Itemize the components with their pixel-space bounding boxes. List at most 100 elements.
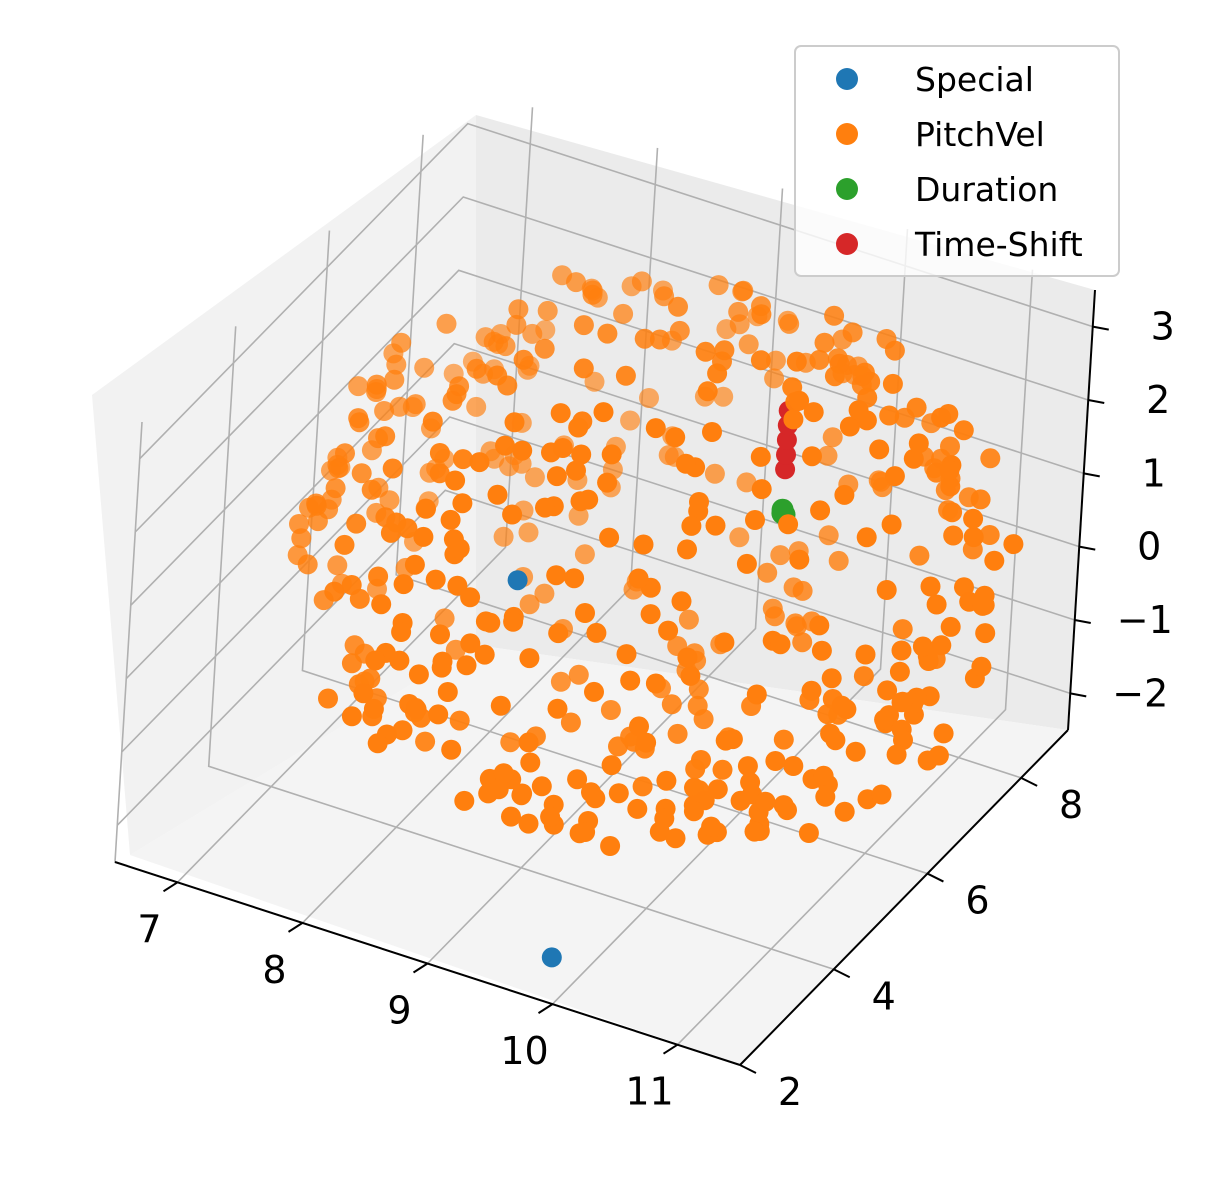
point-pitchvel-468 bbox=[874, 709, 895, 730]
point-pitchvel-459 bbox=[654, 286, 675, 307]
point-pitchvel-50 bbox=[454, 790, 475, 811]
point-pitchvel-20 bbox=[327, 555, 348, 576]
point-pitchvel-69 bbox=[431, 657, 452, 678]
point-pitchvel-269 bbox=[393, 574, 414, 595]
point-pitchvel-151 bbox=[348, 376, 369, 397]
point-pitchvel-275 bbox=[495, 435, 515, 456]
point-pitchvel-210 bbox=[519, 648, 540, 669]
point-pitchvel-362 bbox=[963, 508, 984, 529]
point-pitchvel-247 bbox=[520, 752, 541, 773]
point-pitchvel-415 bbox=[786, 351, 807, 372]
point-pitchvel-11 bbox=[909, 545, 930, 566]
point-pitchvel-333 bbox=[361, 479, 382, 500]
point-pitchvel-33 bbox=[578, 489, 599, 510]
point-pitchvel-349 bbox=[404, 554, 425, 575]
point-pitchvel-207 bbox=[879, 405, 900, 426]
point-pitchvel-162 bbox=[490, 695, 511, 716]
point-pitchvel-472 bbox=[483, 331, 504, 352]
z-tick-5 bbox=[1092, 325, 1109, 331]
z-axis-line bbox=[1067, 289, 1096, 731]
point-pitchvel-319 bbox=[757, 562, 778, 583]
point-pitchvel-334 bbox=[535, 497, 555, 518]
point-pitchvel-49 bbox=[601, 444, 622, 465]
point-pitchvel-250 bbox=[500, 732, 521, 753]
point-pitchvel-93 bbox=[634, 328, 655, 349]
y-tick-2 bbox=[926, 872, 944, 883]
point-pitchvel-486 bbox=[736, 472, 757, 493]
point-pitchvel-347 bbox=[627, 798, 648, 819]
point-pitchvel-358 bbox=[714, 632, 735, 653]
point-pitchvel-134 bbox=[912, 636, 933, 657]
point-pitchvel-150 bbox=[744, 821, 765, 842]
point-pitchvel-491 bbox=[834, 484, 855, 505]
legend-marker-time-shift bbox=[836, 233, 858, 255]
point-pitchvel-89 bbox=[291, 528, 312, 549]
point-pitchvel-98 bbox=[430, 624, 450, 645]
point-pitchvel-61 bbox=[307, 511, 328, 532]
point-pitchvel-309 bbox=[821, 668, 842, 689]
point-pitchvel-121 bbox=[636, 732, 657, 753]
point-pitchvel-125 bbox=[750, 446, 771, 467]
point-pitchvel-22 bbox=[429, 443, 450, 463]
point-pitchvel-203 bbox=[801, 680, 822, 701]
point-pitchvel-4 bbox=[779, 313, 800, 334]
legend-label-special: Special bbox=[915, 60, 1034, 99]
point-pitchvel-374 bbox=[391, 332, 412, 353]
point-pitchvel-512 bbox=[665, 427, 686, 448]
point-pitchvel-160 bbox=[633, 534, 654, 555]
point-pitchvel-127 bbox=[810, 500, 831, 521]
point-pitchvel-442 bbox=[869, 439, 890, 460]
point-pitchvel-270 bbox=[803, 402, 824, 423]
point-pitchvel-55 bbox=[928, 745, 949, 766]
point-pitchvel-217 bbox=[678, 609, 699, 630]
point-pitchvel-30 bbox=[940, 436, 960, 457]
grid-line-y-3 bbox=[395, 134, 1022, 779]
point-pitchvel-226 bbox=[615, 365, 636, 386]
point-pitchvel-9 bbox=[831, 695, 852, 716]
point-pitchvel-475 bbox=[765, 350, 786, 371]
point-pitchvel-485 bbox=[1003, 534, 1024, 555]
point-pitchvel-238 bbox=[503, 611, 524, 632]
y-tick-3 bbox=[1020, 776, 1038, 787]
z-tick-label-3: 1 bbox=[1142, 451, 1166, 495]
point-pitchvel-483 bbox=[518, 522, 539, 543]
point-pitchvel-109 bbox=[449, 710, 470, 731]
point-pitchvel-189 bbox=[425, 569, 446, 590]
point-pitchvel-271 bbox=[574, 544, 595, 565]
point-pitchvel-323 bbox=[531, 776, 552, 797]
point-pitchvel-194 bbox=[668, 296, 688, 317]
point-pitchvel-482 bbox=[792, 580, 813, 601]
grid-lines bbox=[114, 107, 1093, 1066]
point-pitchvel-410 bbox=[764, 368, 785, 389]
point-pitchvel-444 bbox=[493, 763, 514, 784]
point-pitchvel-368 bbox=[842, 322, 863, 343]
point-pitchvel-157 bbox=[884, 466, 905, 487]
point-pitchvel-147 bbox=[518, 813, 539, 834]
point-pitchvel-21 bbox=[773, 795, 794, 816]
point-pitchvel-318 bbox=[613, 303, 634, 324]
point-pitchvel-51 bbox=[817, 445, 838, 466]
point-pitchvel-53 bbox=[474, 644, 495, 665]
point-pitchvel-107 bbox=[809, 349, 830, 370]
point-pitchvel-394 bbox=[736, 553, 757, 574]
x-tick-1 bbox=[287, 922, 304, 933]
point-pitchvel-421 bbox=[502, 504, 523, 525]
point-pitchvel-499 bbox=[834, 801, 855, 822]
point-pitchvel-232 bbox=[469, 452, 490, 473]
point-pitchvel-230 bbox=[979, 525, 1000, 545]
point-pitchvel-376 bbox=[658, 445, 679, 466]
point-pitchvel-286 bbox=[434, 608, 455, 629]
point-pitchvel-216 bbox=[415, 731, 436, 752]
point-pitchvel-330 bbox=[689, 492, 709, 512]
point-pitchvel-511 bbox=[939, 460, 960, 481]
point-pitchvel-404 bbox=[640, 604, 661, 625]
point-pitchvel-198 bbox=[671, 591, 692, 612]
point-pitchvel-425 bbox=[751, 304, 772, 325]
point-pitchvel-42 bbox=[391, 622, 412, 642]
point-pitchvel-108 bbox=[552, 438, 573, 458]
point-pitchvel-453 bbox=[324, 581, 345, 602]
point-pitchvel-437 bbox=[695, 341, 716, 362]
point-pitchvel-103 bbox=[631, 271, 652, 292]
point-pitchvel-31 bbox=[980, 448, 1001, 469]
point-pitchvel-451 bbox=[729, 527, 750, 548]
